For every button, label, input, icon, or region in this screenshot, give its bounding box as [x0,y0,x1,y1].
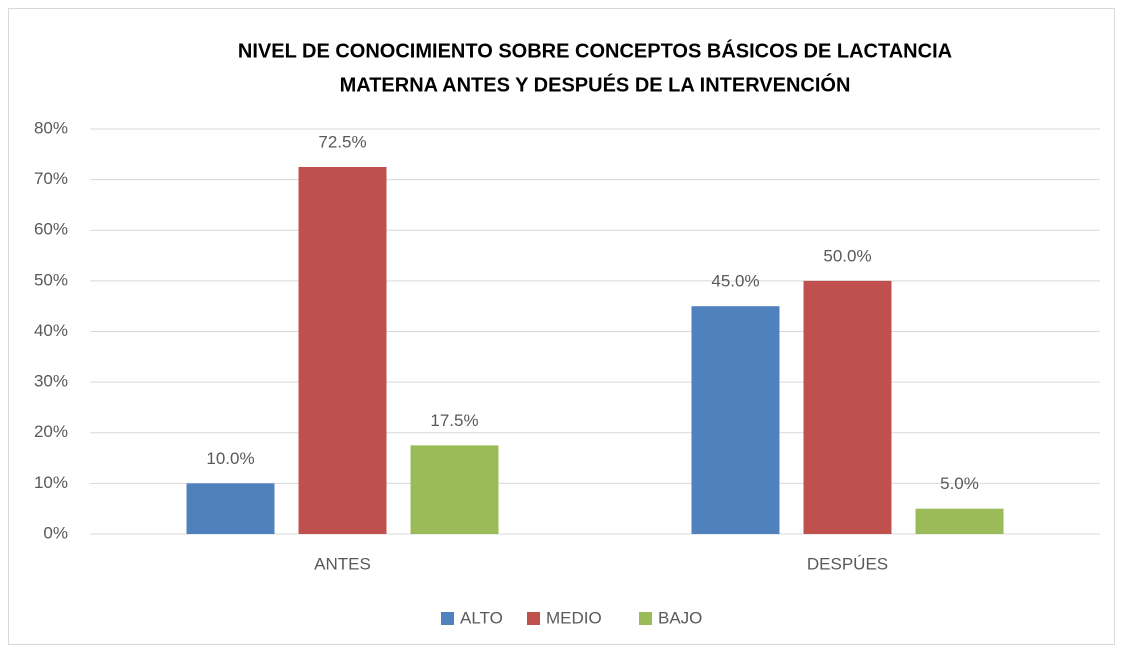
legend-label: MEDIO [546,608,602,627]
data-label: 45.0% [711,272,759,291]
y-tick-label: 60% [34,220,68,239]
bar [410,445,499,534]
data-label: 17.5% [430,411,478,430]
y-tick-label: 10% [34,473,68,492]
data-label: 50.0% [823,246,871,265]
data-label: 72.5% [318,132,366,151]
chart-title: MATERNA ANTES Y DESPUÉS DE LA INTERVENCI… [340,72,851,96]
y-tick-label: 40% [34,321,68,340]
bar [298,166,387,534]
bar [915,508,1004,534]
x-tick-label: DESPÚES [807,554,888,573]
y-tick-label: 70% [34,169,68,188]
bar [803,280,892,534]
bar [186,483,275,534]
legend-swatch [441,612,454,625]
legend-swatch [527,612,540,625]
y-tick-label: 0% [43,523,68,542]
legend-swatch [639,612,652,625]
data-label: 5.0% [940,474,979,493]
y-tick-label: 30% [34,372,68,391]
legend-label: BAJO [658,608,702,627]
chart-border [8,8,1115,645]
bar [691,306,780,534]
y-tick-label: 20% [34,422,68,441]
y-tick-label: 50% [34,270,68,289]
legend-label: ALTO [460,608,503,627]
data-label: 10.0% [206,449,254,468]
y-tick-label: 80% [34,118,68,137]
x-tick-label: ANTES [314,554,371,573]
chart-title: NIVEL DE CONOCIMIENTO SOBRE CONCEPTOS BÁ… [238,39,952,62]
